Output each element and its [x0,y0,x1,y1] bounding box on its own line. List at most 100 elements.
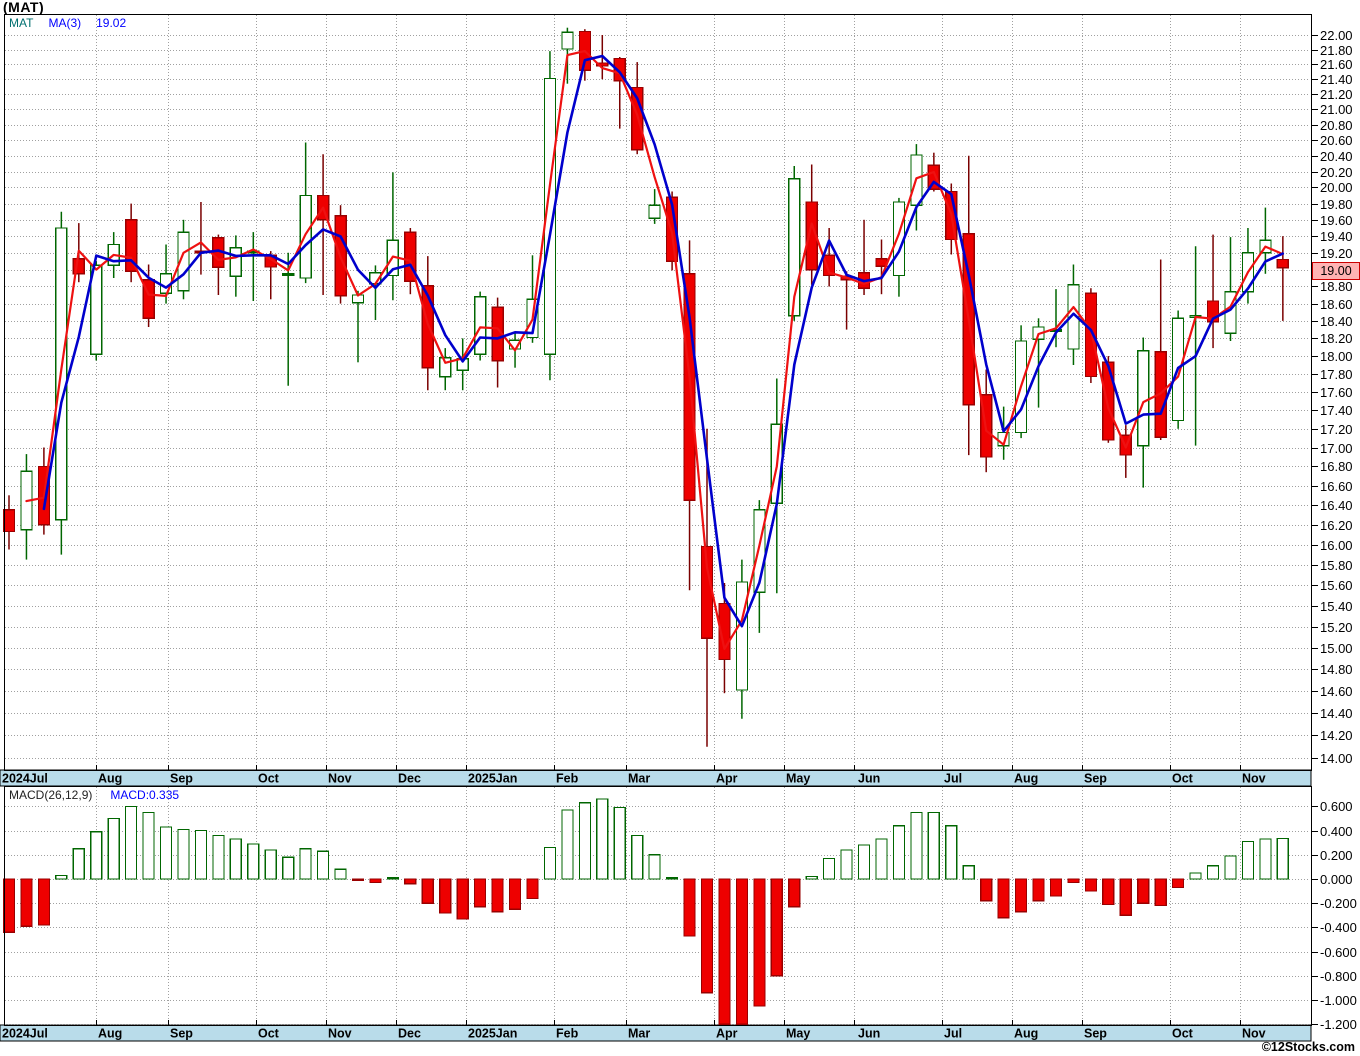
month-label: Sep [1084,1027,1107,1041]
macd-bar [840,849,853,880]
legend-ma-value: 19.02 [96,16,127,30]
macd-bar [1014,878,1028,913]
month-label: Oct [258,1027,280,1041]
macd-bar [1206,865,1220,880]
price-tick-label: 15.80 [1320,558,1353,573]
macd-bar [247,843,260,880]
macd-name: MACD(26,12,9) [9,788,93,802]
price-tick-label: 21.00 [1320,102,1353,117]
price-tick-label: 14.20 [1320,728,1353,743]
macd-bar [1241,840,1255,880]
month-label: Feb [556,772,579,786]
macd-bar [665,877,679,880]
month-label: Oct [1172,772,1194,786]
macd-bar [1049,878,1063,897]
price-tick-label: 14.00 [1320,751,1353,766]
month-label: Dec [398,772,421,786]
panel-border [4,14,1312,771]
macd-bar [508,878,522,910]
macd-bar [404,878,417,885]
legend-symbol: MAT [9,16,34,30]
candle-body [1137,350,1150,447]
month-label: Jul [944,1027,962,1041]
macd-tick-label: 0.600 [1320,799,1353,814]
ma3-line [42,54,1285,628]
macd-bar [561,809,574,880]
macd-bar [805,875,818,880]
macd-bar [229,838,242,880]
macd-bar [945,825,958,880]
price-tick-label: 15.60 [1320,578,1353,593]
candle-body [124,219,138,272]
time-axis-strip [0,769,1312,787]
month-label: Oct [258,772,280,786]
month-label: Nov [1242,1027,1266,1041]
price-tick-label: 18.80 [1320,279,1353,294]
price-tick-label: 21.80 [1320,43,1353,58]
candle-body [439,357,452,378]
price-tick-label: 19.20 [1320,246,1353,261]
candle-body [561,31,574,50]
macd-bar [770,878,783,977]
macd-bar [2,878,16,933]
macd-bar [1224,855,1237,880]
price-tick-label: 21.60 [1320,57,1353,72]
price-tick-label: 16.40 [1320,498,1353,513]
candle-body [1067,284,1080,350]
month-label: Nov [328,772,352,786]
macd-bar [20,878,33,927]
price-tick-label: 14.60 [1320,684,1353,699]
price-tick-label: 17.40 [1320,403,1353,418]
macd-bar [55,874,68,880]
price-tick-label: 14.40 [1320,706,1353,721]
candle-body [90,264,103,355]
price-tick-label: 20.00 [1320,180,1353,195]
macd-bar [822,857,836,880]
macd-bar [857,844,871,880]
candle-body [753,509,766,593]
macd-bar [351,878,365,881]
price-tick-label: 20.40 [1320,149,1353,164]
macd-bar [596,798,609,880]
price-tick-label: 15.00 [1320,641,1353,656]
macd-bar [334,868,347,880]
month-label: Aug [98,1027,122,1041]
macd-bar [631,834,644,880]
month-label: Mar [628,1027,650,1041]
macd-bar [997,878,1010,919]
page-title: (MAT) [3,0,45,15]
month-label: Apr [716,1027,738,1041]
month-label: Nov [1242,772,1266,786]
candle-body [788,178,801,317]
month-label: Jul [944,772,962,786]
macd-legend: MACD(26,12,9) MACD:0.335 [9,788,179,802]
macd-tick-label: -1.200 [1320,1017,1357,1032]
candle-body [613,57,626,82]
macd-tick-label: -0.800 [1320,969,1357,984]
macd-bar [543,846,557,880]
price-tick-label: 16.20 [1320,518,1353,533]
candle-body [299,194,312,279]
macd-bar [526,878,539,899]
macd-bar [1137,878,1150,904]
price-tick-label: 21.40 [1320,72,1353,87]
macd-tick-label: 0.400 [1320,824,1353,839]
price-tick-label: 15.20 [1320,620,1353,635]
macd-bar [37,878,51,926]
month-label: Aug [1014,772,1038,786]
macd-bar [369,878,382,884]
price-tick-label: 18.60 [1320,297,1353,312]
macd-bar [212,834,225,880]
price-tick-label: 16.60 [1320,479,1353,494]
macd-bar [386,877,399,880]
macd-tick-label: -0.200 [1320,896,1357,911]
macd-tick-label: 0.200 [1320,848,1353,863]
month-label: Sep [170,772,193,786]
month-label: Jun [858,1027,880,1041]
macd-bar [1119,878,1132,916]
macd-bar [1032,878,1045,902]
macd-bar [264,849,277,880]
month-label: Sep [170,1027,193,1041]
macd-tick-label: 0.000 [1320,872,1353,887]
macd-bar [578,802,592,880]
